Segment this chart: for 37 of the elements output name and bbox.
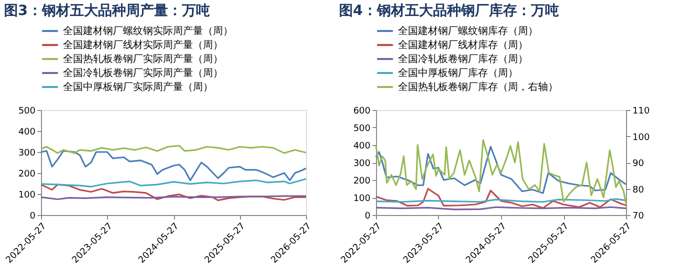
y2-tick-label: 70 (632, 212, 644, 222)
y2-tick-label: 90 (632, 159, 644, 169)
legend-label: 全国冷轧板卷钢厂实际周产量（周） (63, 67, 223, 79)
legend-label: 全国建材钢厂螺纹钢实际周产量（周） (63, 25, 233, 37)
y-tick-label: 600 (353, 106, 371, 116)
y-tick-label: 400 (353, 142, 371, 152)
y-tick-label: 200 (353, 176, 371, 186)
line-series (40, 178, 307, 188)
line-series (375, 139, 627, 205)
legend-label: 全国热轧板卷钢厂实际周产量（周） (63, 53, 223, 65)
line-series (40, 144, 307, 154)
legend-label: 全国冷轧板卷钢厂库存（周） (398, 53, 528, 65)
y-tick-label: 400 (18, 128, 36, 138)
y2-tick-label: 110 (632, 106, 650, 116)
y-tick-label: 300 (353, 159, 371, 169)
legend-label: 全国建材钢厂线材库存（周） (398, 39, 528, 51)
y2-tick-label: 100 (632, 132, 650, 143)
legend-label: 全国中厚板钢厂库存（周） (398, 67, 518, 79)
y-tick-label: 500 (353, 124, 371, 134)
legend-label: 全国建材钢厂螺纹钢库存（周） (398, 25, 538, 37)
y-tick-label: 200 (18, 170, 36, 180)
chart-title: 图4：钢材五大品种钢厂库存：万吨 (339, 2, 559, 19)
legend-label: 全国中厚板钢厂实际周产量（周） (63, 81, 213, 93)
y-tick-label: 100 (18, 190, 36, 200)
line-series (40, 150, 307, 182)
line-series (375, 146, 627, 194)
legend-label: 全国热轧板卷钢厂库存（周，右轴） (398, 81, 558, 93)
y-tick-label: 0 (364, 212, 371, 222)
y2-tick-label: 80 (632, 185, 644, 196)
y-tick-label: 100 (353, 194, 371, 204)
chart-title: 图3：钢材五大品种周产量：万吨 (4, 2, 210, 19)
y-tick-label: 0 (30, 212, 36, 222)
legend-label: 全国建材钢厂线材实际周产量（周） (63, 39, 223, 51)
line-series (40, 184, 307, 202)
y-tick-label: 500 (18, 106, 36, 116)
y-tick-label: 300 (18, 148, 36, 158)
line-series (375, 188, 627, 209)
